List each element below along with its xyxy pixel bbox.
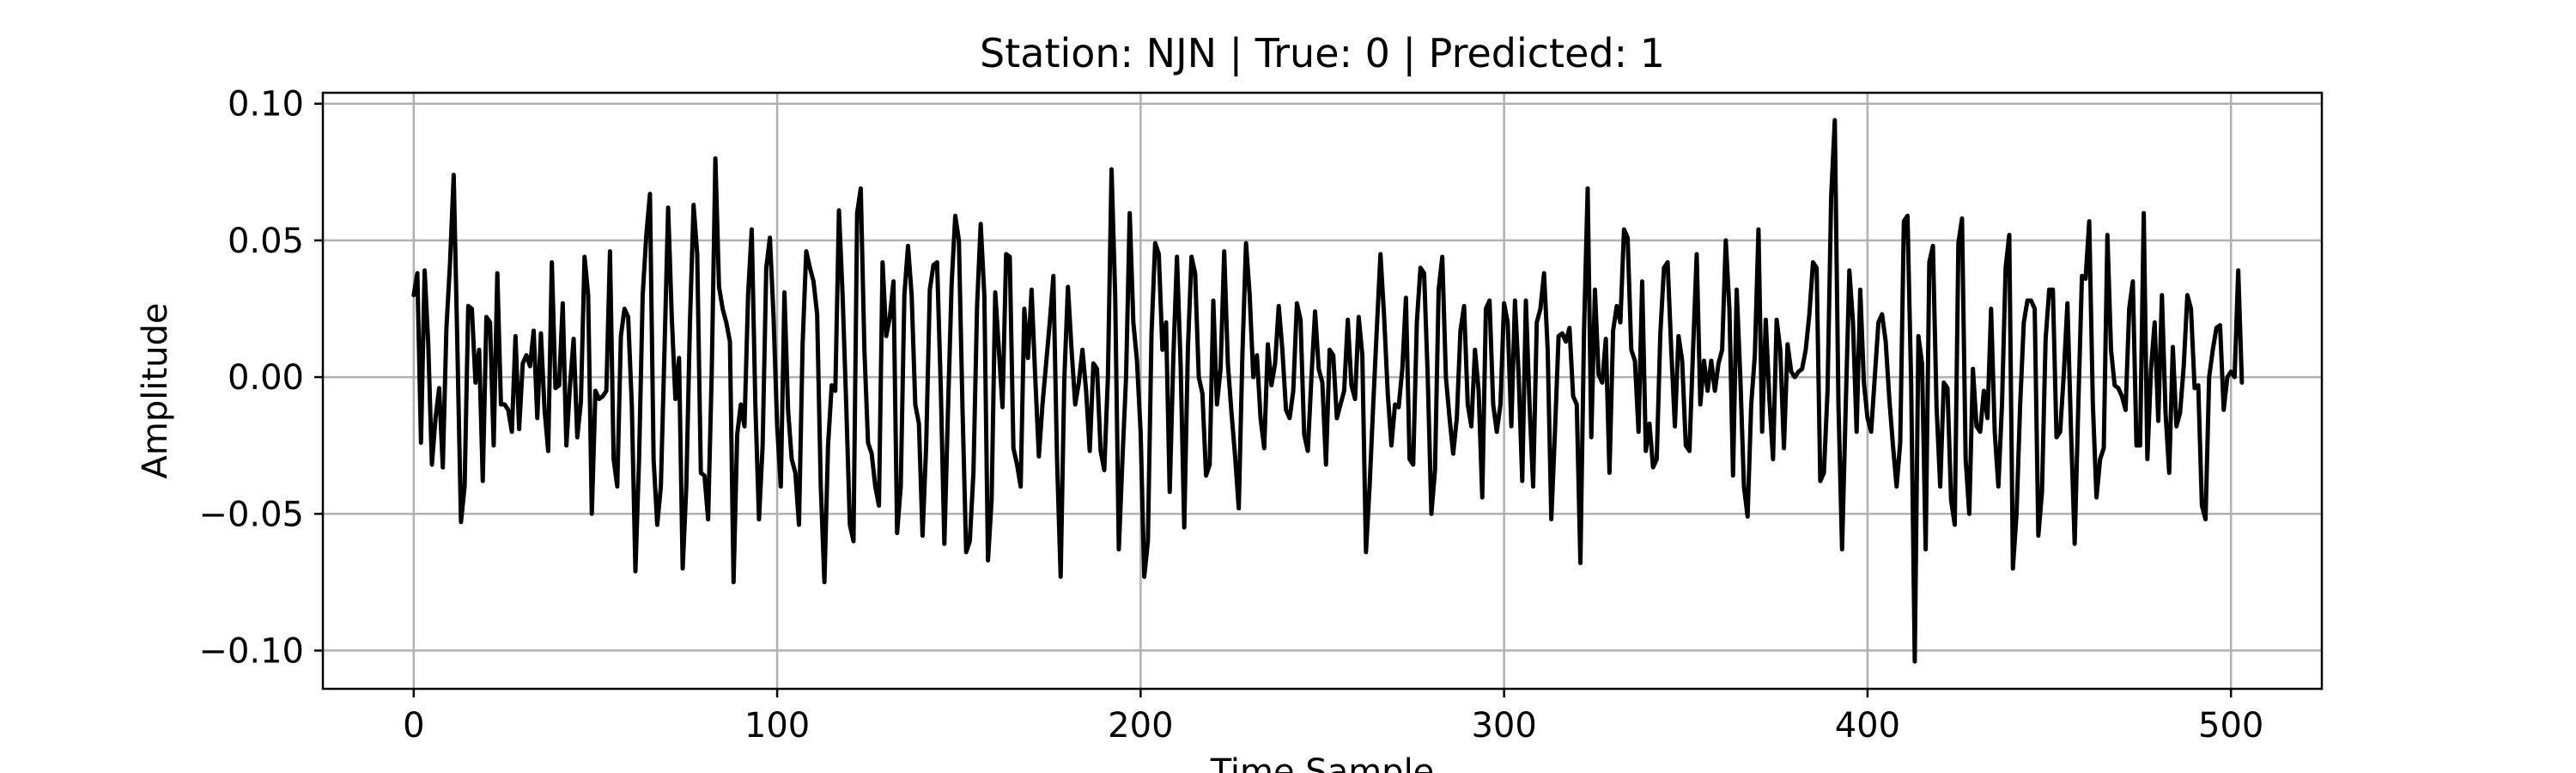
series-line: [411, 118, 2245, 664]
x-tick-label: 400: [1835, 706, 1900, 746]
plot-area: [411, 118, 2245, 664]
y-tick-label: 0.00: [228, 358, 304, 398]
x-tick-label: 200: [1108, 706, 1173, 746]
x-tick-label: 500: [2198, 706, 2263, 746]
x-axis: 0 100 200 300 400 500: [403, 689, 2263, 746]
y-axis-label: Amplitude: [136, 303, 175, 479]
plot-frame: [321, 91, 2324, 691]
x-axis-label: Time Sample: [1210, 752, 1435, 773]
x-tick-label: 0: [403, 706, 424, 746]
x-tick-label: 100: [744, 706, 810, 746]
y-tick-label: −0.05: [198, 495, 304, 534]
y-axis: 0.10 0.05 0.00 −0.05 −0.10: [198, 85, 323, 671]
y-tick-label: 0.05: [228, 222, 304, 261]
y-tick-label: −0.10: [198, 631, 304, 671]
chart-title: Station: NJN | True: 0 | Predicted: 1: [980, 30, 1665, 77]
x-tick-label: 300: [1471, 706, 1536, 746]
y-tick-label: 0.10: [228, 85, 304, 125]
